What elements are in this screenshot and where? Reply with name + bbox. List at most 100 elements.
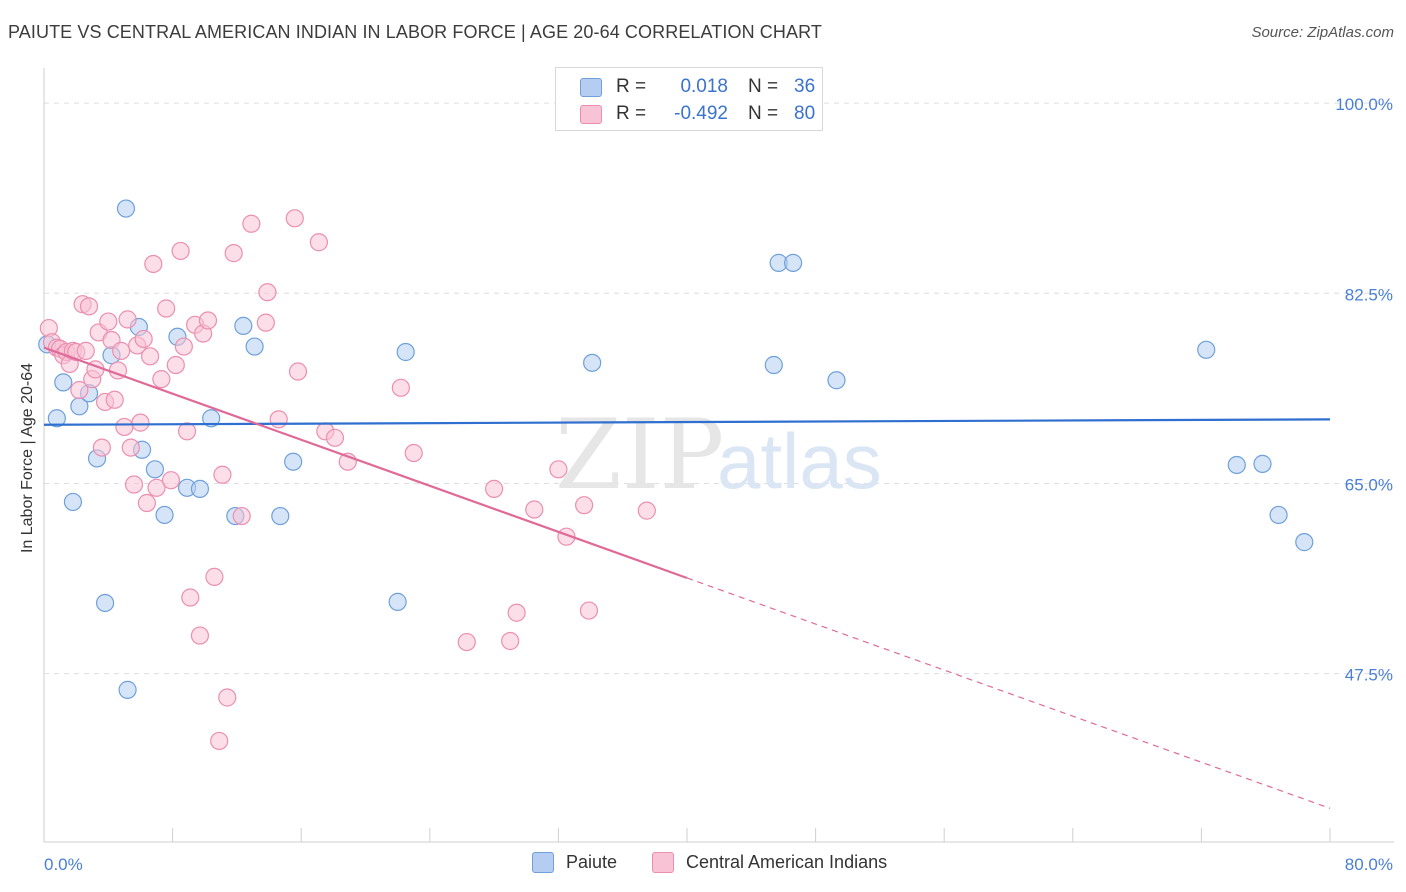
legend-n-label: N = [748,103,779,124]
central-american-point [152,370,171,389]
central-american-point [210,731,229,751]
central-american-point [391,378,410,397]
legend-item-central-american: Central American Indians [652,852,887,873]
central-american-point [112,341,131,360]
watermark: ZIP atlas [555,399,882,511]
y-tick-label: 47.5% [1345,666,1393,685]
central-american-point [501,631,520,651]
paiute-point [764,355,783,375]
legend-n-label: N = [748,76,779,97]
paiute-point [583,353,602,372]
paiute-point [145,460,165,479]
central-american-point [105,390,124,409]
paiute-point [47,409,66,428]
legend-n-value-paiute: 36 [794,76,816,97]
central-american-point [507,603,526,622]
central-american-trend-line-dashed [686,577,1331,809]
central-american-point [124,475,144,494]
y-tick-label: 100.0% [1335,95,1393,114]
paiute-point [783,253,803,272]
central-american-point [92,438,111,457]
central-american-point [147,478,166,497]
legend-swatch-central-american [580,104,602,124]
paiute-point [827,371,846,390]
paiute-point [155,505,174,525]
central-american-point [579,601,599,620]
data-points [38,199,1314,751]
central-american-point [242,214,261,233]
paiute-point [396,342,415,362]
central-american-point [134,329,153,349]
central-american-point [76,341,95,360]
series-legend: Paiute Central American Indians [0,852,1406,878]
central-american-point [525,500,544,519]
central-american-point [404,443,423,463]
central-american-point [224,244,243,263]
legend-swatch-paiute [532,852,554,873]
central-american-point [181,588,200,607]
central-american-point [258,283,277,302]
central-american-point [166,355,185,375]
central-american-point [137,493,156,513]
central-american-point [177,422,197,441]
tick-labels: 100.0% 82.5% 65.0% 47.5% 0.0% 80.0% [44,95,1393,874]
central-american-point [232,506,251,526]
paiute-point [1253,454,1272,473]
paiute-point [202,409,221,428]
legend-row-paiute: R = 0.018 N = 36 [580,75,815,99]
central-american-point [457,632,476,652]
stats-legend: R = 0.018 N = 36 R = -0.492 N = 80 [555,67,823,131]
x-tick-label: 80.0% [1345,855,1393,874]
legend-label-central-american: Central American Indians [686,852,888,872]
central-american-point [140,347,160,366]
paiute-point [63,492,83,512]
legend-label-paiute: Paiute [566,852,618,872]
paiute-point [95,593,115,613]
paiute-point [271,506,290,526]
central-american-point [256,313,275,332]
paiute-point [234,316,253,336]
central-american-point [131,413,150,432]
legend-n-value-central-american: 80 [794,103,816,124]
paiute-point [245,337,264,356]
gridlines [44,102,1394,675]
axes [43,68,1394,843]
central-american-point [171,241,190,261]
central-american-point [285,209,304,228]
central-american-point [190,626,210,645]
watermark-zip: ZIP [555,399,724,511]
central-american-point [637,501,656,520]
legend-swatch-central-american [652,852,674,873]
central-american-point [79,297,99,316]
paiute-point [1227,455,1246,475]
central-american-point [144,254,163,274]
central-american-point [309,233,328,252]
central-american-point [549,460,568,479]
central-american-point [325,428,345,447]
paiute-point [118,680,137,699]
watermark-atlas: atlas [717,417,882,505]
central-american-point [485,479,504,498]
central-american-point [174,337,193,356]
y-tick-label: 82.5% [1345,285,1393,304]
paiute-point [190,479,210,498]
central-american-point [161,471,181,490]
legend-row-central-american: R = -0.492 N = 80 [580,102,815,126]
central-american-point [213,465,232,484]
central-american-point [288,362,308,381]
legend-item-paiute: Paiute [532,852,617,873]
central-american-point [269,410,288,429]
central-american-point [121,438,140,457]
central-american-point [575,496,594,515]
central-american-point [157,299,176,318]
central-american-point [118,310,137,329]
legend-r-label: R = [616,103,647,124]
trend-lines [43,346,1331,809]
legend-r-label: R = [616,76,647,97]
legend-r-value-central-american: -0.492 [674,103,728,124]
paiute-point [1295,533,1314,552]
y-tick-label: 65.0% [1345,475,1393,494]
paiute-point [54,373,73,392]
central-american-trend-line [43,346,688,580]
